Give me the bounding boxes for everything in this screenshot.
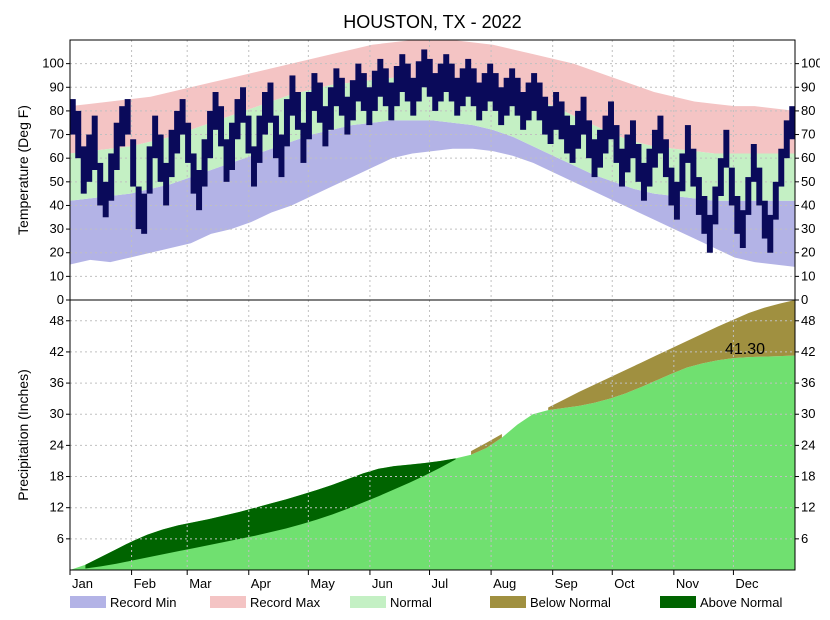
legend-swatch bbox=[210, 596, 246, 608]
precip-ytick-r: 6 bbox=[801, 531, 808, 546]
legend-swatch bbox=[490, 596, 526, 608]
temp-ytick-r: 60 bbox=[801, 150, 815, 165]
temp-ytick: 70 bbox=[50, 127, 64, 142]
precip-ytick: 30 bbox=[50, 406, 64, 421]
temp-ytick: 0 bbox=[57, 292, 64, 307]
precip-ytick-r: 24 bbox=[801, 437, 815, 452]
precip-ytick-r: 12 bbox=[801, 500, 815, 515]
temp-ytick: 90 bbox=[50, 79, 64, 94]
precip-ylabel: Precipitation (Inches) bbox=[15, 369, 31, 501]
temp-ytick: 80 bbox=[50, 103, 64, 118]
temp-ytick-r: 70 bbox=[801, 127, 815, 142]
temp-ytick-r: 100 bbox=[801, 56, 820, 71]
temp-ylabel: Temperature (Deg F) bbox=[15, 105, 31, 235]
precip-ytick: 24 bbox=[50, 437, 64, 452]
month-label: May bbox=[310, 576, 335, 591]
temp-ytick-r: 90 bbox=[801, 79, 815, 94]
month-label: Jun bbox=[372, 576, 393, 591]
legend-swatch bbox=[660, 596, 696, 608]
precip-ytick: 36 bbox=[50, 375, 64, 390]
precip-final-value: 41.30 bbox=[725, 341, 765, 358]
temp-ytick-r: 10 bbox=[801, 268, 815, 283]
month-label: Jan bbox=[72, 576, 93, 591]
precip-ytick-r: 36 bbox=[801, 375, 815, 390]
month-label: Apr bbox=[251, 576, 272, 591]
month-label: Aug bbox=[493, 576, 516, 591]
precip-ytick-r: 42 bbox=[801, 344, 815, 359]
temp-ytick: 20 bbox=[50, 245, 64, 260]
precip-ytick-r: 18 bbox=[801, 469, 815, 484]
temp-ytick-r: 30 bbox=[801, 221, 815, 236]
precip-ytick: 6 bbox=[57, 531, 64, 546]
legend-label: Normal bbox=[390, 595, 432, 610]
temp-ytick-r: 40 bbox=[801, 197, 815, 212]
chart-title: HOUSTON, TX - 2022 bbox=[343, 12, 521, 32]
month-label: Dec bbox=[735, 576, 759, 591]
precip-ytick: 42 bbox=[50, 344, 64, 359]
temp-ytick-r: 0 bbox=[801, 292, 808, 307]
temp-ytick-r: 80 bbox=[801, 103, 815, 118]
legend-label: Below Normal bbox=[530, 595, 611, 610]
month-label: Mar bbox=[189, 576, 212, 591]
temp-ytick: 50 bbox=[50, 174, 64, 189]
legend-label: Above Normal bbox=[700, 595, 782, 610]
legend-label: Record Max bbox=[250, 595, 321, 610]
legend-label: Record Min bbox=[110, 595, 176, 610]
month-label: Nov bbox=[676, 576, 700, 591]
month-label: Feb bbox=[134, 576, 156, 591]
precip-panel bbox=[70, 300, 795, 570]
temp-ytick: 40 bbox=[50, 197, 64, 212]
legend-swatch bbox=[70, 596, 106, 608]
temp-ytick: 10 bbox=[50, 268, 64, 283]
month-label: Sep bbox=[555, 576, 578, 591]
legend: Record Min Record Max Normal Below Normal Ab… bbox=[70, 595, 782, 610]
chart-svg: HOUSTON, TX - 2022 0 0 10 10 20 20 30 30 40 40 50 50… bbox=[10, 10, 820, 610]
precip-ytick-r: 30 bbox=[801, 406, 815, 421]
month-label: Jul bbox=[432, 576, 449, 591]
temp-ytick-r: 50 bbox=[801, 174, 815, 189]
precip-ytick: 12 bbox=[50, 500, 64, 515]
climate-chart: HOUSTON, TX - 2022 0 0 10 10 20 20 30 30 40 40 50 50… bbox=[10, 10, 820, 610]
temp-ytick: 60 bbox=[50, 150, 64, 165]
month-label: Oct bbox=[614, 576, 635, 591]
precip-ytick: 48 bbox=[50, 313, 64, 328]
legend-swatch bbox=[350, 596, 386, 608]
precip-ytick: 18 bbox=[50, 469, 64, 484]
temp-ytick-r: 20 bbox=[801, 245, 815, 260]
temp-ytick: 100 bbox=[42, 56, 64, 71]
temp-ytick: 30 bbox=[50, 221, 64, 236]
precip-ytick-r: 48 bbox=[801, 313, 815, 328]
